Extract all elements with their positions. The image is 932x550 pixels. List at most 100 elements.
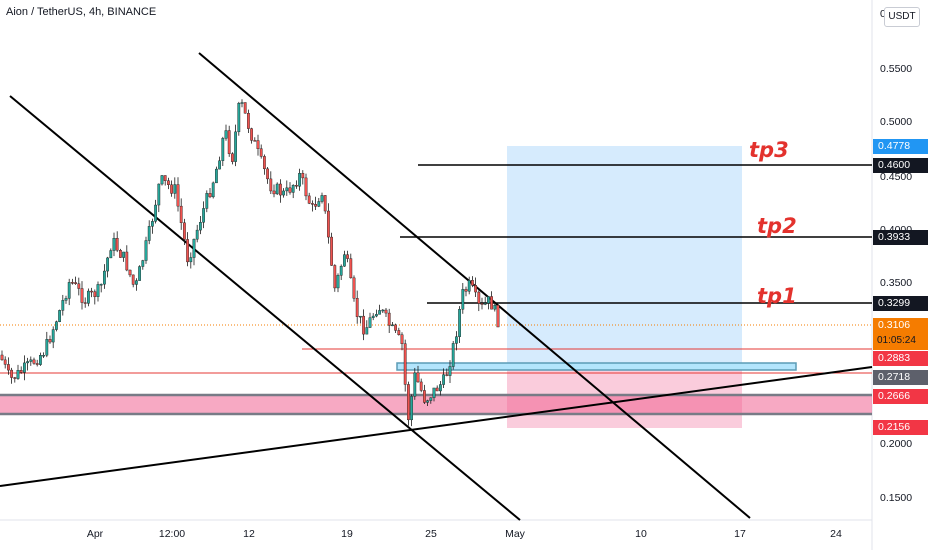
- candle-body: [314, 203, 317, 207]
- time-tick: 12:00: [158, 528, 186, 540]
- symbol-title[interactable]: Aion / TetherUS, 4h, BINANCE: [6, 6, 157, 18]
- candle-body: [419, 381, 423, 391]
- candle-body: [259, 148, 263, 157]
- price-tag-0.2718: 0.2718: [873, 370, 928, 385]
- candle-body: [394, 324, 397, 331]
- entry-box[interactable]: [396, 362, 797, 371]
- candle-body: [432, 387, 436, 398]
- candle-body: [106, 257, 110, 272]
- candle-body: [413, 372, 417, 397]
- candle-body: [170, 184, 173, 194]
- time-tick: 17: [734, 528, 746, 540]
- candle-body: [96, 284, 100, 297]
- candle-body: [464, 289, 468, 292]
- candle-body: [435, 387, 439, 392]
- candle-body: [343, 254, 346, 267]
- tp2-label: tp2: [757, 214, 797, 238]
- price-tag-tp3: 0.4600: [873, 158, 928, 173]
- candle-body: [471, 280, 474, 286]
- candle-body: [272, 190, 276, 195]
- time-tick: Apr: [86, 528, 104, 540]
- tp1-label: tp1: [757, 284, 797, 308]
- currency-selector[interactable]: USDT: [884, 7, 920, 27]
- candle-body: [365, 327, 369, 335]
- candle-body: [3, 359, 7, 365]
- candle-body: [67, 282, 71, 299]
- candle-body: [202, 208, 205, 223]
- candle-body: [477, 291, 481, 304]
- candle-body: [410, 396, 413, 421]
- candle-body: [234, 131, 237, 162]
- candle-body: [6, 364, 10, 371]
- candle-body: [355, 298, 359, 317]
- price-tick: 0.5000: [880, 116, 913, 128]
- candle-body: [490, 296, 493, 310]
- candle-body: [195, 229, 199, 240]
- candle-body: [160, 175, 164, 185]
- candle-body: [118, 250, 122, 258]
- support-band[interactable]: [0, 395, 872, 414]
- time-tick: 25: [425, 528, 437, 540]
- candle-body: [381, 309, 385, 312]
- candle-body: [115, 238, 119, 251]
- candle-body: [352, 277, 356, 299]
- time-tick: May: [505, 528, 525, 540]
- candle-body: [109, 250, 113, 259]
- candle-body: [176, 184, 180, 207]
- candle-body: [221, 138, 225, 161]
- price-tick: 0.5500: [880, 63, 913, 75]
- candle-body: [426, 400, 429, 403]
- candle-body: [375, 314, 378, 317]
- candle-body: [237, 102, 241, 133]
- axis-tick-top: 0: [880, 8, 886, 20]
- candle-body: [93, 291, 97, 297]
- channel-lower-trendline[interactable]: [9, 95, 521, 521]
- candle-body: [138, 266, 141, 281]
- candle-body: [423, 390, 426, 403]
- price-tick: 0.2000: [880, 438, 913, 450]
- candle-body: [493, 305, 497, 310]
- candle-body: [279, 183, 282, 196]
- candle-body: [83, 302, 87, 304]
- candle-body: [150, 221, 154, 227]
- price-tick: 0.1500: [880, 492, 913, 504]
- candle-body: [304, 177, 308, 197]
- price-tag-tp1: 0.3299: [873, 296, 928, 311]
- candle-body: [243, 102, 247, 114]
- candle-body: [496, 305, 500, 328]
- candle-body: [147, 226, 151, 241]
- candle-body: [157, 183, 161, 206]
- candle-body: [378, 310, 381, 315]
- candle-body: [384, 309, 388, 314]
- candle-body: [301, 173, 305, 179]
- candle-body: [295, 185, 298, 187]
- candle-body: [288, 187, 292, 193]
- candle-body: [346, 254, 349, 259]
- candle-body: [416, 372, 420, 383]
- price-tag-current: 0.3106: [873, 318, 928, 350]
- candle-body: [439, 384, 442, 392]
- candle-body: [29, 359, 33, 362]
- price-tick: 0.4500: [880, 171, 913, 183]
- candle-body: [125, 251, 129, 271]
- take-profit-zone[interactable]: [507, 146, 742, 363]
- candle-body: [61, 300, 65, 311]
- candle-body: [407, 384, 410, 421]
- time-tick: 12: [243, 528, 255, 540]
- candle-body: [403, 343, 407, 385]
- candle-body: [64, 298, 68, 301]
- price-tag-tp-zone-top: 0.4778: [873, 139, 928, 154]
- candle-body: [192, 238, 196, 258]
- tp3-label: tp3: [749, 138, 789, 162]
- candle-body: [263, 156, 266, 170]
- candle-body: [179, 205, 183, 224]
- candle-body: [166, 180, 170, 185]
- candle-body: [42, 355, 46, 357]
- candle-body: [227, 130, 231, 154]
- candle-body: [483, 303, 487, 305]
- candle-body: [26, 361, 29, 364]
- candle-body: [250, 128, 253, 141]
- rising-support-trendline[interactable]: [0, 366, 873, 487]
- candle-body: [86, 290, 90, 304]
